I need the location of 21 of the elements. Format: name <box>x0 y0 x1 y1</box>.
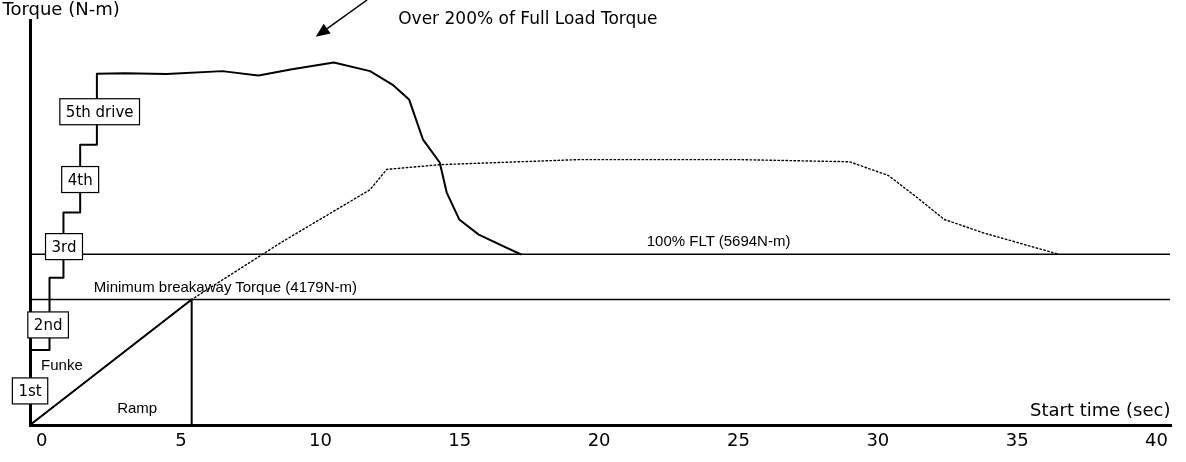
x-axis-title: Start time (sec) <box>1030 398 1171 420</box>
ref-line-label: Minimum breakaway Torque (4179N-m) <box>93 277 357 295</box>
ref-line-label: 100% FLT (5694N-m) <box>646 232 791 250</box>
annotation: Ramp <box>117 398 158 416</box>
x-tick-label: 30 <box>866 428 890 450</box>
x-tick-label: 20 <box>587 428 611 450</box>
x-tick-label: 5 <box>175 428 187 450</box>
y-axis-title: Torque (N-m) <box>1 0 120 19</box>
annotation: 4th <box>67 170 93 189</box>
annotation: 3rd <box>51 237 77 256</box>
annotation: Funke <box>41 356 83 374</box>
annotation: 2nd <box>33 315 63 334</box>
x-tick-label: 15 <box>448 428 472 450</box>
annotation: 5th drive <box>65 102 134 121</box>
annotation: 1st <box>18 381 42 400</box>
x-tick-label: 25 <box>727 428 750 450</box>
x-tick-label: 40 <box>1145 428 1169 450</box>
text: Over 200% of Full Load Torque <box>398 8 658 29</box>
x-tick-label: 10 <box>308 428 332 450</box>
x-tick-label: 35 <box>1005 428 1029 450</box>
x-tick-label: 0 <box>35 428 48 450</box>
